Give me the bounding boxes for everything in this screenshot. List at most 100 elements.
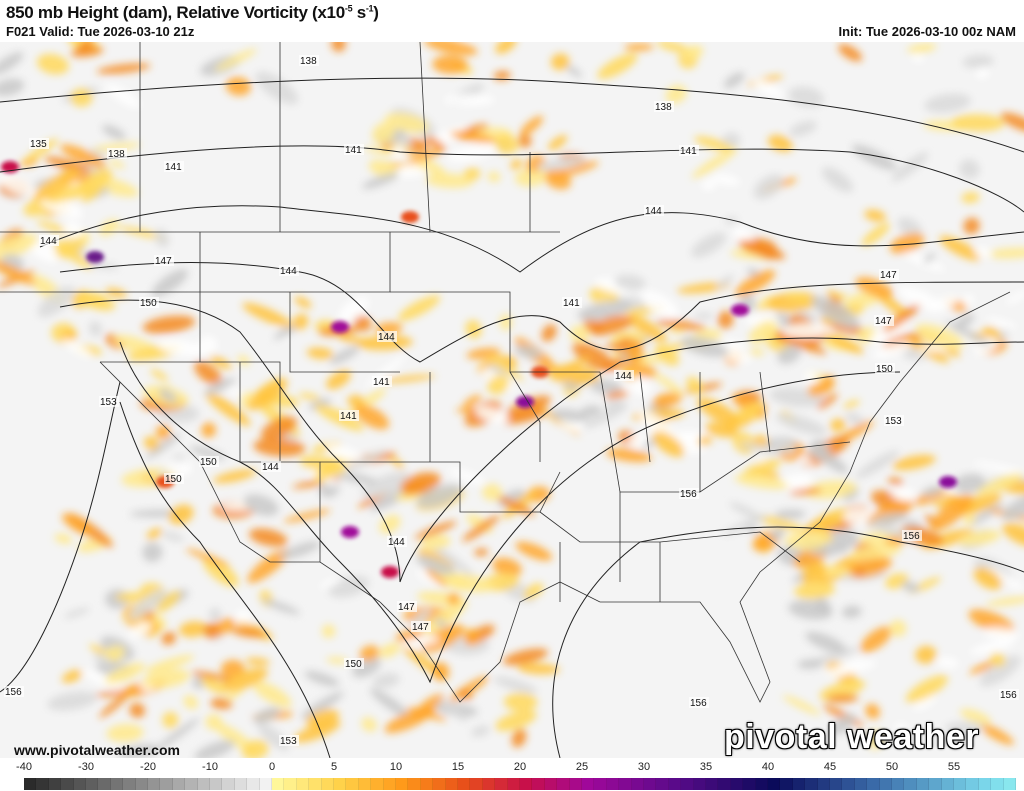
- vorticity-patch: [369, 688, 411, 719]
- vorticity-patch: [448, 467, 486, 485]
- contour-label: 144: [615, 371, 632, 382]
- colorbar-swatch: [358, 778, 372, 790]
- vorticity-patch: [951, 114, 1005, 132]
- contour-label-bg: [99, 396, 119, 407]
- colorbar-swatch: [185, 778, 198, 790]
- contour-label-bg: [279, 735, 299, 746]
- vorticity-patch: [546, 364, 601, 385]
- vorticity-patch: [434, 617, 447, 628]
- vorticity-patch: [161, 531, 185, 542]
- colorbar-swatch: [916, 778, 930, 790]
- vorticity-patch: [89, 321, 102, 337]
- vorticity-patch: [983, 326, 1002, 341]
- vorticity-patch: [987, 566, 1024, 591]
- vorticity-patch: [475, 406, 509, 424]
- vorticity-patch: [590, 378, 623, 395]
- vorticity-patch: [518, 134, 532, 148]
- contour-label: 141: [373, 377, 390, 388]
- contour-label: 141: [165, 162, 182, 173]
- colorbar-swatch: [892, 778, 905, 790]
- vorticity-patch: [359, 645, 380, 662]
- vorticity-patch: [519, 115, 544, 137]
- colorbar-swatch: [507, 778, 520, 790]
- vorticity-patch: [0, 78, 25, 97]
- contour-label-bg: [397, 601, 417, 612]
- colorbar-tick-label: 25: [575, 761, 589, 773]
- vorticity-patch: [463, 167, 481, 181]
- vorticity-patch: [569, 325, 590, 343]
- vorticity-patch: [834, 544, 848, 554]
- vorticity-patch: [680, 336, 729, 358]
- colorbar-swatch: [693, 778, 706, 790]
- vorticity-max: [86, 251, 104, 263]
- vorticity-patch: [572, 342, 615, 372]
- vorticity-patch: [821, 375, 835, 391]
- contour-label: 138: [300, 56, 317, 67]
- vorticity-patch: [63, 607, 90, 619]
- contour-label: 150: [200, 457, 217, 468]
- vorticity-patch: [854, 567, 866, 578]
- colorbar-swatch: [557, 778, 570, 790]
- vorticity-patch: [406, 148, 444, 164]
- vorticity-patch: [978, 723, 1015, 746]
- website-url[interactable]: www.pivotalweather.com: [14, 742, 180, 758]
- colorbar-swatch: [520, 778, 533, 790]
- vorticity-patch: [253, 707, 281, 724]
- contour-label-bg: [562, 297, 582, 308]
- init-time: Init: Tue 2026-03-10 00z NAM: [838, 24, 1016, 39]
- colorbar-tick-label: -10: [202, 761, 218, 773]
- vorticity-patch: [162, 711, 179, 729]
- vorticity-patch: [201, 422, 217, 438]
- vorticity-patch: [155, 717, 200, 752]
- contour-label-bg: [387, 536, 407, 547]
- vorticity-patch: [954, 313, 975, 329]
- vorticity-patch: [92, 142, 141, 152]
- colorbar-swatches: [0, 778, 1024, 790]
- vorticity-patch: [446, 143, 498, 163]
- colorbar-swatch: [544, 778, 558, 790]
- colorbar-swatch: [433, 778, 446, 790]
- vorticity-patch: [209, 355, 232, 370]
- vorticity-patch: [774, 509, 806, 520]
- colorbar-swatch: [98, 778, 111, 790]
- vorticity-patch: [550, 408, 589, 423]
- colorbar-swatch: [792, 778, 806, 790]
- colorbar-swatch: [420, 778, 434, 790]
- vorticity-patch: [872, 340, 914, 359]
- contour-label-bg: [299, 55, 319, 66]
- vorticity-patch: [214, 48, 257, 71]
- contour-label-bg: [199, 456, 219, 467]
- vorticity-patch: [963, 217, 980, 235]
- vorticity-patch: [605, 390, 629, 399]
- vorticity-patch: [876, 292, 909, 318]
- vorticity-patch: [944, 721, 985, 734]
- vorticity-patch: [785, 292, 813, 303]
- vorticity-patch: [830, 418, 846, 432]
- contour-label: 138: [655, 102, 672, 113]
- contour-label-bg: [39, 235, 59, 246]
- vorticity-patch: [80, 188, 103, 203]
- vorticity-patch: [889, 232, 925, 254]
- vorticity-patch: [414, 521, 457, 540]
- colorbar-tick-label: 10: [389, 761, 403, 773]
- colorbar-swatch: [210, 778, 223, 790]
- vorticity-patch: [782, 695, 821, 715]
- colorbar-swatch: [346, 778, 359, 790]
- vorticity-patch: [161, 631, 177, 645]
- contour-label-bg: [139, 297, 159, 308]
- vorticity-patch: [959, 159, 980, 179]
- vorticity-patch: [788, 600, 833, 620]
- colorbar-swatch: [656, 778, 669, 790]
- vorticity-patch: [425, 568, 448, 587]
- colorbar-swatch: [532, 778, 545, 790]
- colorbar-swatch: [718, 778, 731, 790]
- contour-label-bg: [4, 686, 24, 697]
- vorticity-patch: [939, 235, 981, 261]
- colorbar-swatch: [594, 778, 607, 790]
- vorticity-patch: [541, 324, 557, 342]
- vorticity-patch: [471, 725, 490, 737]
- vorticity-patch: [921, 485, 944, 497]
- vorticity-patch: [47, 691, 98, 711]
- colorbar-swatch: [668, 778, 682, 790]
- vorticity-patch: [517, 663, 560, 675]
